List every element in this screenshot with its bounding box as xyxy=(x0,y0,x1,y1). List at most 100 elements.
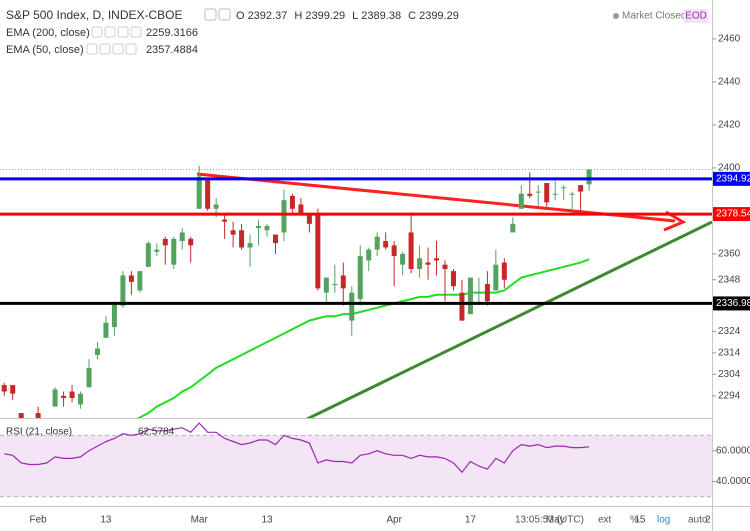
ema-line xyxy=(136,258,590,418)
x-tick-label: 13 xyxy=(100,515,112,526)
indicator-icons xyxy=(86,43,137,55)
eod-badge xyxy=(684,9,708,23)
candle-body xyxy=(103,322,109,338)
candle-body xyxy=(222,219,228,222)
icon[interactable] xyxy=(218,8,231,21)
price-label-bg xyxy=(713,171,750,186)
icon[interactable] xyxy=(204,8,217,21)
y-tick-label: 2420 xyxy=(718,120,741,131)
indicator-name: EMA (200, close) xyxy=(6,27,90,39)
candle-body xyxy=(61,395,67,399)
candle-body xyxy=(535,191,541,193)
candle-body xyxy=(289,195,295,209)
candle-body xyxy=(179,232,185,242)
candle-body xyxy=(18,413,24,418)
candle-body xyxy=(586,169,592,185)
candle-body xyxy=(264,225,270,231)
rsi-tick-label: 40.0000 xyxy=(716,476,750,487)
candle-body xyxy=(450,271,456,287)
y-tick-label: 2294 xyxy=(718,390,741,401)
candle-body xyxy=(137,271,143,291)
rsi-title: RSI (21, close) xyxy=(6,427,72,438)
candle-body xyxy=(374,236,380,250)
candle-body xyxy=(552,193,558,195)
y-tick-label: 2440 xyxy=(718,77,741,88)
candle-body xyxy=(94,348,100,355)
toolbar-button[interactable]: auto xyxy=(688,515,708,526)
icon[interactable] xyxy=(130,26,142,38)
candle-body xyxy=(442,264,448,269)
candle-body xyxy=(256,225,262,229)
candle-body xyxy=(417,258,423,269)
price-label: 2336.98 xyxy=(716,298,750,309)
candle-body xyxy=(518,193,524,209)
candle-body xyxy=(323,277,329,293)
icon[interactable] xyxy=(125,43,137,55)
candle-body xyxy=(188,238,194,246)
indicator-value: 2259.3166 xyxy=(146,27,198,39)
y-tick-label: 2460 xyxy=(718,34,741,45)
candle-body xyxy=(128,275,134,282)
rsi-band xyxy=(0,435,712,497)
candle-body xyxy=(349,292,355,321)
y-tick-label: 2314 xyxy=(718,347,741,358)
icon[interactable] xyxy=(86,43,98,55)
x-tick-label: 15 xyxy=(634,515,646,526)
candle-body xyxy=(391,245,397,257)
candle-body xyxy=(332,284,338,286)
rsi-value: 62.5784 xyxy=(138,427,175,438)
toolbar-button[interactable]: ext xyxy=(598,515,612,526)
candle-body xyxy=(69,391,75,399)
candle-body xyxy=(357,256,363,300)
candle-body xyxy=(366,249,372,261)
candle-body xyxy=(230,230,236,235)
candle-body xyxy=(459,292,465,321)
candle-body xyxy=(493,264,499,291)
candle-body xyxy=(561,187,567,189)
candle-body xyxy=(544,182,550,203)
candle-body xyxy=(306,215,312,224)
candle-body xyxy=(476,292,482,294)
candle-body xyxy=(154,249,160,252)
candle-body xyxy=(484,284,490,302)
candle-body xyxy=(10,385,16,394)
price-label-bg xyxy=(713,207,750,222)
rsi-pane xyxy=(0,422,712,498)
candle-body xyxy=(400,253,406,265)
candle-body xyxy=(501,262,507,280)
candle-body xyxy=(35,413,41,418)
toolbar-button[interactable]: log xyxy=(657,515,670,526)
candle-body xyxy=(239,230,245,248)
candle-body xyxy=(569,193,575,195)
candle-body xyxy=(281,200,287,233)
x-tick-label: 2 xyxy=(705,515,711,526)
market-status: Market Closed xyxy=(622,11,686,22)
y-tick-label: 2348 xyxy=(718,274,741,285)
candle-body xyxy=(196,176,202,209)
candle-body xyxy=(111,303,117,328)
toolbar-button[interactable]: % xyxy=(630,515,639,526)
candle-body xyxy=(205,178,211,209)
icon[interactable] xyxy=(99,43,111,55)
status-dot xyxy=(613,13,619,19)
price-pane xyxy=(0,165,712,418)
icon[interactable] xyxy=(117,26,129,38)
ohlc: O 2392.37 H 2399.29 L 2389.38 C 2399.29 xyxy=(236,10,459,22)
y-tick-label: 2324 xyxy=(718,326,741,337)
y-tick-label: 2360 xyxy=(718,249,741,260)
candle-body xyxy=(162,238,168,246)
x-tick-label: 13 xyxy=(261,515,273,526)
icon[interactable] xyxy=(91,26,103,38)
candle-body xyxy=(52,389,58,407)
indicator-name: EMA (50, close) xyxy=(6,44,84,56)
axes: 2460 2440 2420 2400 2360 2348 2324 2314 2304 2294… xyxy=(30,34,750,526)
icon[interactable] xyxy=(112,43,124,55)
trend-line xyxy=(305,220,712,418)
candle-body xyxy=(383,241,389,248)
candle-body xyxy=(298,204,304,216)
icon[interactable] xyxy=(104,26,116,38)
rsi-line xyxy=(4,422,590,474)
x-tick-label: May xyxy=(546,515,565,526)
y-tick-label: 2400 xyxy=(718,163,741,174)
